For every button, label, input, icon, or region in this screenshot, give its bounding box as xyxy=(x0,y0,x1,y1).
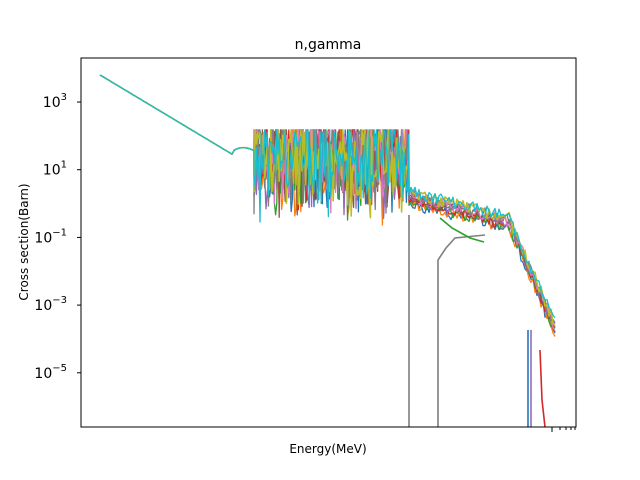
y-axis-ticks: 103 101 10−1 10−3 10−5 xyxy=(34,92,81,382)
red-series-drop xyxy=(539,349,546,427)
y-tick-label: 10−3 xyxy=(34,295,67,314)
y-tick-label: 10−5 xyxy=(34,363,67,382)
y-tick-label: 10−1 xyxy=(34,227,67,246)
series-group xyxy=(99,74,556,427)
x-axis-label: Energy(MeV) xyxy=(289,442,366,456)
y-tick-label: 101 xyxy=(43,160,67,179)
x-axis-ticks xyxy=(551,427,576,432)
y-tick-label: 103 xyxy=(43,92,67,111)
chart-title: n,gamma xyxy=(295,37,362,53)
plot-area xyxy=(80,57,577,428)
gray-series-tail xyxy=(437,234,486,427)
series-line-10 xyxy=(99,74,556,319)
green-series-dip xyxy=(439,217,485,243)
axes-frame xyxy=(80,57,577,428)
y-axis-label: Cross section(Barn) xyxy=(17,183,31,300)
